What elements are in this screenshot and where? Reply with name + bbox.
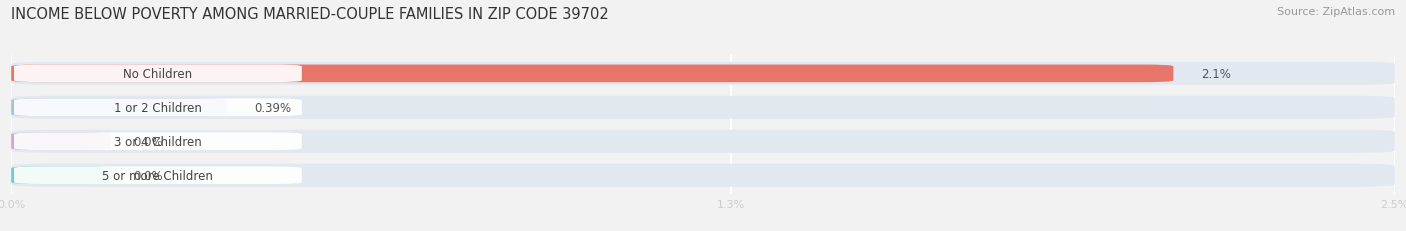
FancyBboxPatch shape bbox=[14, 133, 302, 150]
Text: INCOME BELOW POVERTY AMONG MARRIED-COUPLE FAMILIES IN ZIP CODE 39702: INCOME BELOW POVERTY AMONG MARRIED-COUPL… bbox=[11, 7, 609, 22]
Text: 5 or more Children: 5 or more Children bbox=[103, 169, 214, 182]
Text: Source: ZipAtlas.com: Source: ZipAtlas.com bbox=[1277, 7, 1395, 17]
Text: 1 or 2 Children: 1 or 2 Children bbox=[114, 101, 202, 114]
Text: No Children: No Children bbox=[124, 67, 193, 81]
FancyBboxPatch shape bbox=[11, 65, 1174, 83]
FancyBboxPatch shape bbox=[14, 65, 302, 83]
Text: 0.0%: 0.0% bbox=[134, 135, 163, 148]
Text: 0.0%: 0.0% bbox=[134, 169, 163, 182]
FancyBboxPatch shape bbox=[11, 96, 1395, 119]
FancyBboxPatch shape bbox=[14, 167, 302, 184]
Text: 2.1%: 2.1% bbox=[1201, 67, 1230, 81]
FancyBboxPatch shape bbox=[11, 164, 1395, 187]
FancyBboxPatch shape bbox=[11, 167, 111, 184]
FancyBboxPatch shape bbox=[11, 130, 1395, 153]
Text: 0.39%: 0.39% bbox=[254, 101, 292, 114]
FancyBboxPatch shape bbox=[11, 99, 228, 117]
FancyBboxPatch shape bbox=[14, 99, 302, 117]
FancyBboxPatch shape bbox=[11, 133, 111, 150]
Text: 3 or 4 Children: 3 or 4 Children bbox=[114, 135, 202, 148]
FancyBboxPatch shape bbox=[11, 63, 1395, 85]
